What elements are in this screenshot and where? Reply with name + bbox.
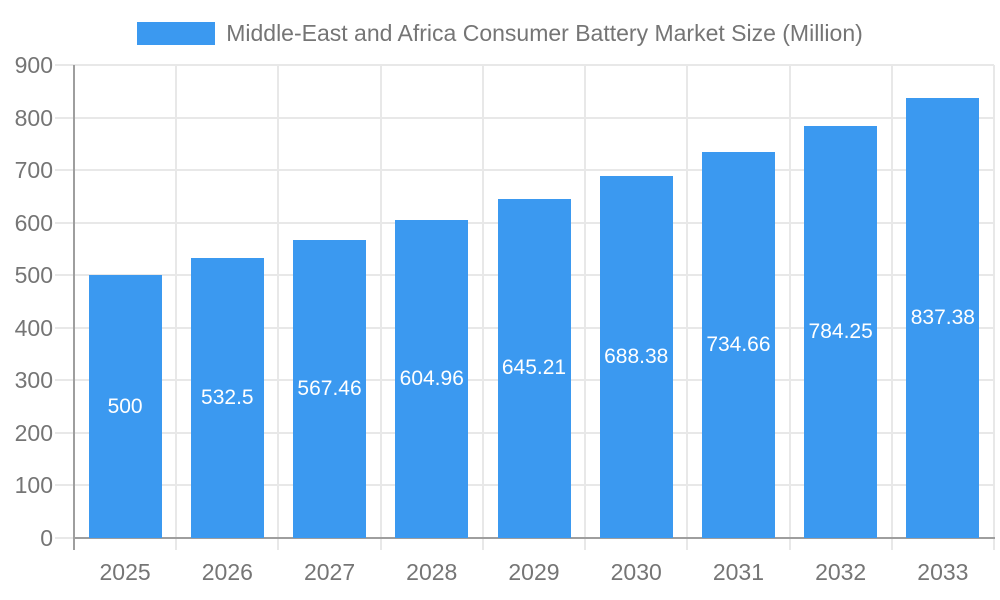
bar-2027[interactable] xyxy=(293,239,367,538)
bar-2031[interactable] xyxy=(701,151,775,538)
bar-value-label: 604.96 xyxy=(399,367,464,391)
bar-value-label: 500 xyxy=(107,394,143,418)
bar-value-label: 837.38 xyxy=(910,305,975,329)
bar-value-label: 734.66 xyxy=(706,332,771,356)
bar-value-label: 688.38 xyxy=(604,345,669,369)
x-tick-label-2029: 2029 xyxy=(508,559,560,585)
bar-2026[interactable] xyxy=(190,258,264,538)
y-tick-label-400: 400 xyxy=(14,314,53,341)
x-tick-label-2027: 2027 xyxy=(303,559,356,585)
x-tick-label-2033: 2033 xyxy=(917,559,969,585)
y-tick-label-900: 900 xyxy=(14,52,53,78)
x-tick-label-2030: 2030 xyxy=(610,559,662,585)
y-tick-label-0: 0 xyxy=(40,525,53,551)
y-tick-label-100: 100 xyxy=(14,472,53,499)
bar-value-label: 645.21 xyxy=(501,356,567,380)
bar-2025[interactable] xyxy=(88,275,162,538)
bar-2028[interactable] xyxy=(395,220,469,538)
y-tick-label-500: 500 xyxy=(14,262,53,289)
v-gridline xyxy=(890,65,893,550)
bar-2032[interactable] xyxy=(804,125,878,538)
v-gridline xyxy=(277,65,280,550)
bar-value-label: 532.5 xyxy=(201,386,254,410)
chart-title: Middle-East and Africa Consumer Battery … xyxy=(226,20,863,46)
v-gridline xyxy=(686,65,689,550)
y-tick-label-700: 700 xyxy=(14,157,53,184)
bar-value-label: 784.25 xyxy=(808,319,873,343)
x-axis-line xyxy=(73,537,995,539)
bar-2033[interactable] xyxy=(906,97,980,538)
legend[interactable]: Middle-East and Africa Consumer Battery … xyxy=(0,20,1000,47)
v-gridline xyxy=(993,65,995,550)
x-tick-label-2031: 2031 xyxy=(712,559,765,585)
v-gridline xyxy=(481,65,484,550)
x-tick-label-2028: 2028 xyxy=(406,559,458,585)
h-gridline xyxy=(55,116,994,119)
y-axis-line xyxy=(73,65,75,550)
y-tick-label-800: 800 xyxy=(14,104,53,131)
h-gridline xyxy=(55,169,994,172)
x-tick-label-2032: 2032 xyxy=(815,559,867,585)
bar-2030[interactable] xyxy=(599,176,673,538)
x-tick-label-2026: 2026 xyxy=(201,559,253,585)
y-tick-label-200: 200 xyxy=(14,419,53,446)
legend-swatch xyxy=(137,22,216,45)
h-gridline xyxy=(55,64,994,66)
x-tick-label-2025: 2025 xyxy=(99,559,151,585)
v-gridline xyxy=(788,65,791,550)
bar-2029[interactable] xyxy=(497,198,571,538)
v-gridline xyxy=(379,65,382,550)
y-tick-label-600: 600 xyxy=(14,209,53,236)
y-tick-label-300: 300 xyxy=(14,367,53,394)
v-gridline xyxy=(584,65,587,550)
bar-value-label: 567.46 xyxy=(297,376,362,400)
v-gridline xyxy=(175,65,178,550)
